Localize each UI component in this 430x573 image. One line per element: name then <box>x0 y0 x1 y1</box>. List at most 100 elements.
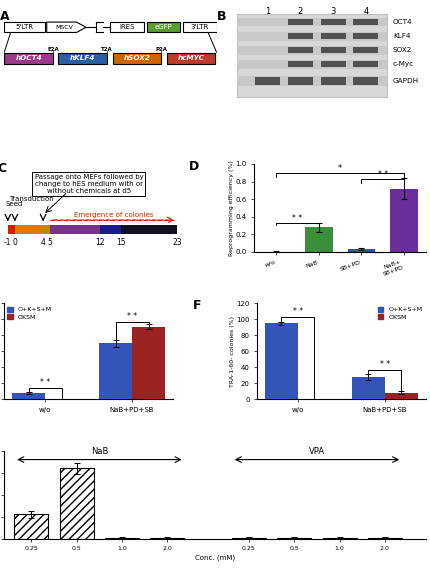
Text: * *: * * <box>380 360 390 369</box>
FancyBboxPatch shape <box>353 77 378 85</box>
FancyBboxPatch shape <box>183 22 217 33</box>
FancyBboxPatch shape <box>288 61 313 68</box>
Text: 2: 2 <box>298 7 303 16</box>
Text: E2A: E2A <box>47 47 59 52</box>
Bar <box>12 393 45 399</box>
FancyBboxPatch shape <box>167 53 215 64</box>
Bar <box>385 393 418 399</box>
Text: VPA: VPA <box>309 448 325 456</box>
FancyBboxPatch shape <box>288 19 313 25</box>
Bar <box>322 537 356 539</box>
FancyBboxPatch shape <box>353 19 378 25</box>
Text: P2A: P2A <box>155 47 167 52</box>
FancyBboxPatch shape <box>320 61 346 68</box>
Text: C: C <box>0 162 6 175</box>
Polygon shape <box>47 22 86 33</box>
FancyBboxPatch shape <box>353 47 378 53</box>
Text: hKLF4: hKLF4 <box>70 56 95 61</box>
Text: Seed: Seed <box>6 201 23 207</box>
Text: 0: 0 <box>12 238 17 246</box>
Text: SOX2: SOX2 <box>393 47 412 53</box>
FancyBboxPatch shape <box>43 225 50 234</box>
FancyBboxPatch shape <box>255 77 280 85</box>
Text: Passage onto MEFs followed by
change to hES medium with or
without chemicals at : Passage onto MEFs followed by change to … <box>34 174 143 194</box>
Text: D: D <box>189 160 200 172</box>
Text: KLF4: KLF4 <box>393 33 410 39</box>
FancyBboxPatch shape <box>237 46 387 54</box>
Text: 5'LTR: 5'LTR <box>15 24 34 30</box>
FancyBboxPatch shape <box>237 14 387 97</box>
Text: 12: 12 <box>95 238 104 246</box>
FancyBboxPatch shape <box>320 77 346 85</box>
FancyBboxPatch shape <box>288 77 313 85</box>
FancyBboxPatch shape <box>320 19 346 25</box>
X-axis label: Conc. (mM): Conc. (mM) <box>195 554 235 560</box>
FancyBboxPatch shape <box>111 22 144 33</box>
FancyBboxPatch shape <box>237 76 387 87</box>
Bar <box>352 377 385 399</box>
Text: * *: * * <box>293 307 303 316</box>
Text: IRES: IRES <box>120 24 135 30</box>
FancyBboxPatch shape <box>353 61 378 68</box>
FancyBboxPatch shape <box>320 47 346 53</box>
Bar <box>347 249 375 252</box>
Bar <box>368 537 402 539</box>
Bar <box>232 537 266 539</box>
Text: -1: -1 <box>4 238 12 246</box>
Bar <box>132 327 165 399</box>
Text: T2A: T2A <box>101 47 113 52</box>
FancyBboxPatch shape <box>113 53 161 64</box>
FancyBboxPatch shape <box>237 60 387 69</box>
Text: 15: 15 <box>116 238 126 246</box>
FancyBboxPatch shape <box>50 225 99 234</box>
Bar <box>305 227 332 252</box>
Text: hSOX2: hSOX2 <box>123 56 150 61</box>
Bar <box>105 537 139 539</box>
FancyBboxPatch shape <box>8 225 15 234</box>
Bar <box>60 468 94 539</box>
Bar <box>15 515 49 539</box>
FancyBboxPatch shape <box>288 33 313 40</box>
FancyBboxPatch shape <box>15 225 43 234</box>
Text: 4: 4 <box>41 238 46 246</box>
Text: Transduction: Transduction <box>9 197 54 202</box>
Text: 3'LTR: 3'LTR <box>190 24 209 30</box>
Text: NaB: NaB <box>91 448 108 456</box>
Text: * *: * * <box>292 214 302 223</box>
Text: * *: * * <box>127 312 137 321</box>
Legend: O+K+S+M, OKSM: O+K+S+M, OKSM <box>378 307 423 320</box>
Text: 4: 4 <box>363 7 369 16</box>
Text: eGFP: eGFP <box>155 24 172 30</box>
Y-axis label: Reprogramming efficiency (%): Reprogramming efficiency (%) <box>229 160 234 256</box>
FancyBboxPatch shape <box>4 53 53 64</box>
FancyBboxPatch shape <box>58 53 107 64</box>
Bar <box>277 537 311 539</box>
Bar <box>150 537 184 539</box>
Text: hOCT4: hOCT4 <box>15 56 42 61</box>
FancyBboxPatch shape <box>121 225 177 234</box>
FancyBboxPatch shape <box>353 33 378 40</box>
Text: 1: 1 <box>265 7 270 16</box>
Text: 3: 3 <box>330 7 336 16</box>
Text: 5: 5 <box>48 238 52 246</box>
FancyBboxPatch shape <box>237 18 387 26</box>
Y-axis label: TRA-1-60- colonies (%): TRA-1-60- colonies (%) <box>230 316 235 387</box>
Bar <box>99 343 132 399</box>
FancyBboxPatch shape <box>147 22 181 33</box>
FancyBboxPatch shape <box>99 225 121 234</box>
FancyBboxPatch shape <box>288 47 313 53</box>
Bar <box>390 189 418 252</box>
Text: A: A <box>0 10 10 22</box>
Text: *: * <box>338 164 342 173</box>
Text: B: B <box>217 10 227 22</box>
Text: hcMYC: hcMYC <box>178 56 205 61</box>
Text: 23: 23 <box>172 238 182 246</box>
Bar <box>265 323 298 399</box>
FancyBboxPatch shape <box>320 33 346 40</box>
Text: GAPDH: GAPDH <box>393 79 419 84</box>
FancyBboxPatch shape <box>4 22 45 33</box>
FancyBboxPatch shape <box>237 32 387 41</box>
Text: Emergence of colonies: Emergence of colonies <box>74 212 154 218</box>
Text: MSCV: MSCV <box>56 25 74 30</box>
Legend: O+K+S+M, OKSM: O+K+S+M, OKSM <box>7 307 52 320</box>
